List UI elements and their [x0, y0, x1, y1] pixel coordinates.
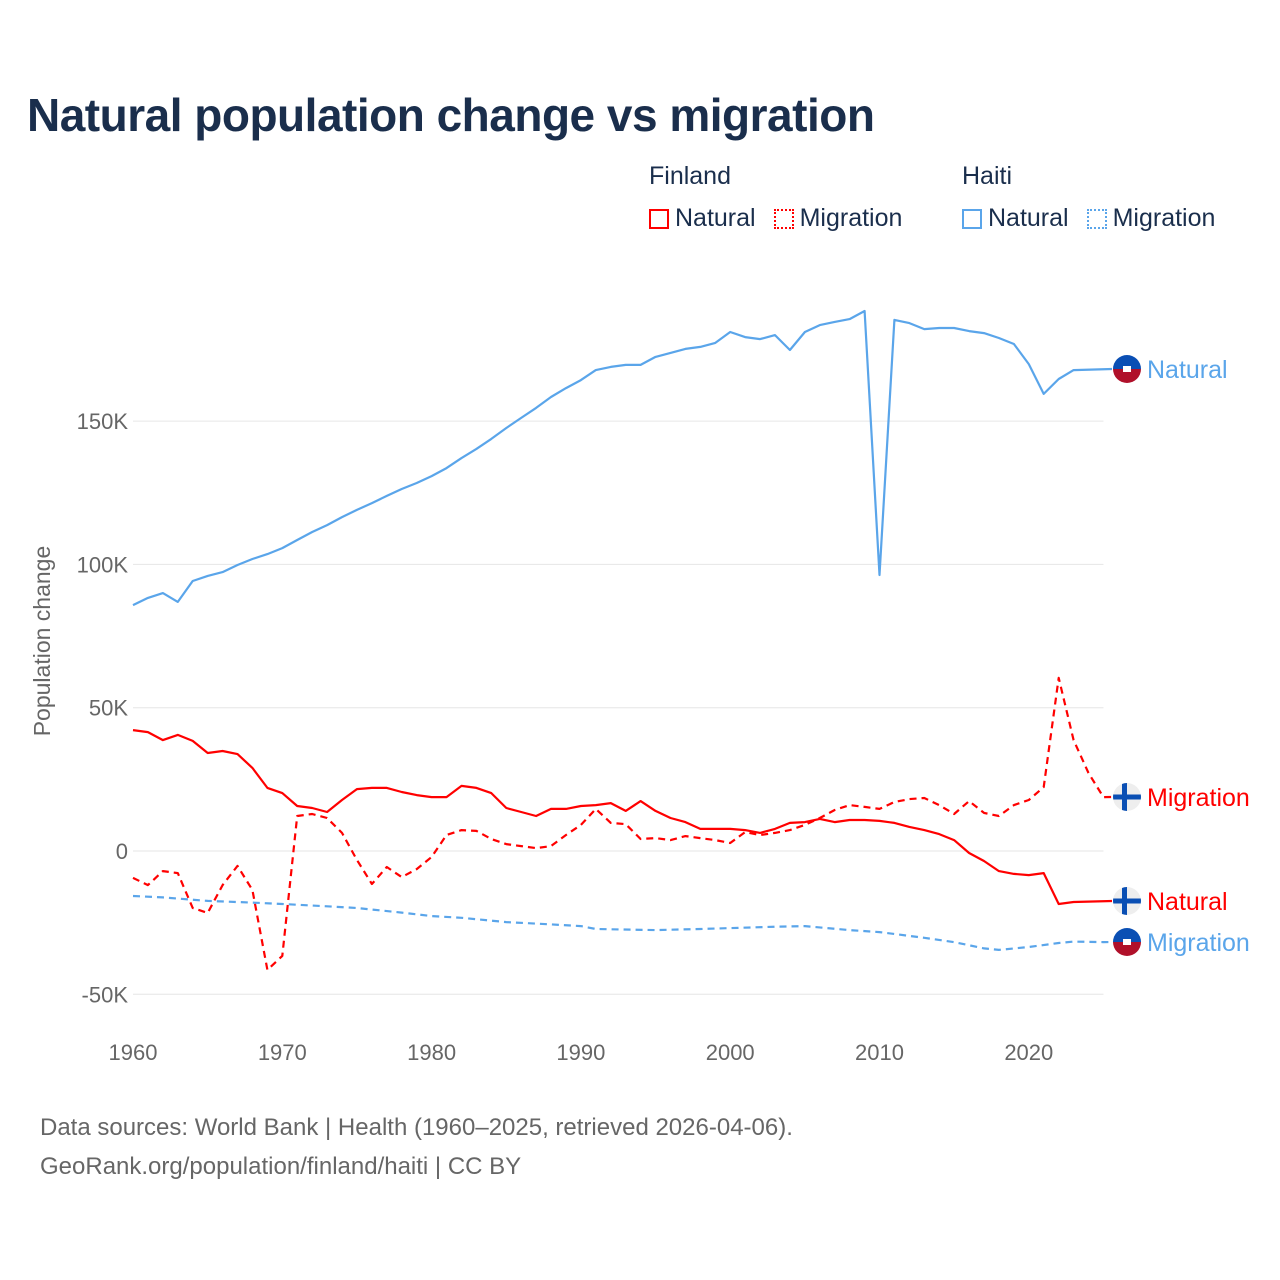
y-tick-label: 0 [116, 839, 128, 864]
series-line-finland-natural [132, 729, 1113, 906]
legend-group-title: Haiti [962, 162, 1013, 190]
legend-group-finland: Finland Natural Migration [649, 162, 902, 233]
legend-label: Natural [988, 204, 1069, 232]
series-end-label: Migration [1147, 929, 1250, 957]
y-axis-label: Population change [29, 546, 55, 737]
legend-item-haiti-natural[interactable]: Natural [962, 204, 1069, 233]
legend-label: Natural [675, 204, 756, 232]
legend-swatch-dotted [1086, 208, 1107, 229]
legend-swatch-solid [649, 208, 669, 229]
series-line-finland-migration [132, 676, 1113, 972]
x-tick-label: 1990 [556, 1040, 605, 1065]
haiti-flag-icon [1113, 928, 1141, 956]
series-line-haiti-migration [132, 894, 1113, 952]
source-link[interactable]: GeoRank.org/population/finland/haiti | C… [40, 1153, 522, 1180]
y-tick-label: -50K [82, 982, 129, 1007]
chart-title: Natural population change vs migration [27, 89, 875, 141]
legend-group-haiti: Haiti Natural Migration [962, 162, 1215, 233]
x-tick-label: 1970 [258, 1040, 307, 1065]
legend-swatch-dotted [773, 208, 794, 229]
series-line-haiti-natural [132, 309, 1113, 607]
finland-flag-icon [1113, 783, 1141, 811]
legend-swatch-solid [962, 208, 982, 229]
legend-item-finland-natural[interactable]: Natural [649, 204, 756, 233]
y-tick-label: 50K [89, 696, 128, 721]
x-tick-label: 1960 [109, 1040, 158, 1065]
y-tick-label: 150K [77, 409, 129, 434]
x-tick-label: 2020 [1004, 1040, 1053, 1065]
legend-item-haiti-migration[interactable]: Migration [1086, 204, 1216, 233]
series-end-label: Natural [1147, 356, 1228, 384]
legend-item-finland-migration[interactable]: Migration [773, 204, 903, 233]
finland-flag-icon [1113, 887, 1141, 915]
x-tick-label: 2000 [706, 1040, 755, 1065]
y-tick-label: 100K [77, 552, 129, 577]
legend-group-title: Finland [649, 162, 731, 190]
source-line: Data sources: World Bank | Health (1960–… [40, 1114, 793, 1141]
haiti-flag-icon [1113, 355, 1141, 383]
series-end-label: Migration [1147, 784, 1250, 812]
legend-label: Migration [799, 204, 903, 232]
x-tick-label: 1980 [407, 1040, 456, 1065]
source-note: Data sources: World Bank | Health (1960–… [40, 1108, 793, 1186]
series-end-label: Natural [1147, 888, 1228, 916]
legend-label: Migration [1112, 204, 1216, 232]
x-tick-label: 2010 [855, 1040, 904, 1065]
